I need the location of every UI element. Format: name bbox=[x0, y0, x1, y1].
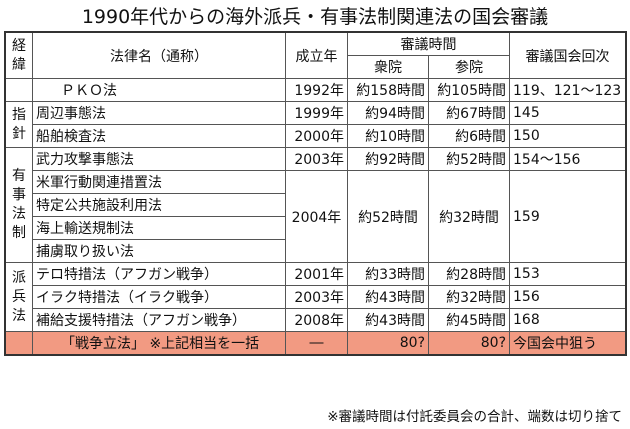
year-cell: 2001年 bbox=[285, 262, 348, 286]
category-guidelines: 指針 bbox=[5, 101, 33, 148]
highlight-row: 「戦争立法」 ※上記相当を一括 ― 80? 80? 今国会中狙う bbox=[5, 331, 626, 355]
upper-house-hours: 80? bbox=[428, 331, 510, 355]
law-name: 船舶検査法 bbox=[32, 124, 286, 148]
lower-house-hours: 約92時間 bbox=[347, 147, 429, 171]
table-row: 船舶検査法 2000年 約10時間 約6時間 150 bbox=[6, 124, 626, 148]
year-cell: 1992年 bbox=[285, 78, 348, 102]
lower-house-hours: 約10時間 bbox=[347, 124, 429, 148]
lower-house-hours: 約33時間 bbox=[347, 262, 429, 286]
lower-house-hours-merged: 約52時間 bbox=[347, 170, 429, 263]
upper-house-hours: 約28時間 bbox=[428, 262, 510, 286]
upper-house-hours-merged: 約32時間 bbox=[428, 170, 510, 263]
lower-house-hours: 80? bbox=[347, 331, 429, 355]
category-blank bbox=[5, 331, 33, 355]
law-name: 米軍行動関連措置法 bbox=[32, 170, 286, 194]
lower-house-hours: 約43時間 bbox=[347, 285, 429, 309]
header-hours: 審議時間 bbox=[347, 32, 510, 56]
table-row: ＰＫＯ法 1992年 約158時間 約105時間 119、121～123 bbox=[5, 78, 626, 102]
table-row: イラク特措法（イラク戦争） 2003年 約43時間 約32時間 156 bbox=[6, 285, 626, 309]
lower-house-hours: 約94時間 bbox=[347, 101, 429, 125]
page-title: 1990年代からの海外派兵・有事法制関連法の国会審議 bbox=[81, 6, 549, 28]
header-row-2: 衆院 参院 bbox=[6, 55, 626, 79]
header-lower-house: 衆院 bbox=[347, 55, 429, 79]
table-row: 米軍行動関連措置法 2004年 約52時間 約32時間 159 bbox=[6, 170, 626, 263]
table-row: 海上輸送規制法 bbox=[6, 216, 626, 240]
law-name: 捕虜取り扱い法 bbox=[32, 239, 286, 263]
sessions-cell: 168 bbox=[509, 308, 626, 332]
sessions-cell-merged: 159 bbox=[509, 170, 626, 263]
footnote: ※審議時間は付託委員会の合計、端数は切り捨て bbox=[327, 409, 622, 425]
year-cell: 2000年 bbox=[285, 124, 348, 148]
header-row-1: 経緯 法律名（通称） 成立年 審議時間 審議国会回次 bbox=[5, 32, 626, 79]
upper-house-hours: 約32時間 bbox=[428, 285, 510, 309]
header-sessions: 審議国会回次 bbox=[509, 32, 626, 79]
table-row: 有事法制 武力攻撃事態法 2003年 約92時間 約52時間 154～156 bbox=[5, 147, 626, 263]
year-cell: 2003年 bbox=[285, 147, 348, 171]
law-name: 特定公共施設利用法 bbox=[32, 193, 286, 217]
table-row: 指針 周辺事態法 1999年 約94時間 約67時間 145 bbox=[5, 101, 626, 148]
year-cell: 2008年 bbox=[285, 308, 348, 332]
header-category: 経緯 bbox=[5, 32, 33, 79]
sessions-cell: 今国会中狙う bbox=[509, 331, 626, 355]
upper-house-hours: 約6時間 bbox=[428, 124, 510, 148]
war-legislation-label: 「戦争立法」 ※上記相当を一括 bbox=[32, 331, 286, 355]
table-row: 派兵法 テロ特措法（アフガン戦争） 2001年 約33時間 約28時間 153 bbox=[5, 262, 626, 332]
header-law-name: 法律名（通称） bbox=[32, 32, 286, 79]
lower-house-hours: 約43時間 bbox=[347, 308, 429, 332]
category-dispatch: 派兵法 bbox=[5, 262, 33, 332]
year-cell: ― bbox=[285, 331, 348, 355]
header-year: 成立年 bbox=[285, 32, 348, 79]
upper-house-hours: 約67時間 bbox=[428, 101, 510, 125]
law-name: 海上輸送規制法 bbox=[32, 216, 286, 240]
sessions-cell: 145 bbox=[509, 101, 626, 125]
upper-house-hours: 約105時間 bbox=[428, 78, 510, 102]
law-name: 補給支援特措法（アフガン戦争） bbox=[32, 308, 286, 332]
sessions-cell: 156 bbox=[509, 285, 626, 309]
year-cell: 1999年 bbox=[285, 101, 348, 125]
upper-house-hours: 約45時間 bbox=[428, 308, 510, 332]
header-upper-house: 参院 bbox=[428, 55, 510, 79]
sessions-cell: 154～156 bbox=[509, 147, 626, 171]
law-name: ＰＫＯ法 bbox=[32, 78, 286, 102]
law-name: 周辺事態法 bbox=[32, 101, 286, 125]
law-name: テロ特措法（アフガン戦争） bbox=[32, 262, 286, 286]
deliberation-table: 経緯 法律名（通称） 成立年 審議時間 審議国会回次 衆院 参院 ＰＫＯ法 19… bbox=[4, 31, 627, 356]
category-emergency: 有事法制 bbox=[5, 147, 33, 263]
sessions-cell: 150 bbox=[509, 124, 626, 148]
year-cell: 2003年 bbox=[285, 285, 348, 309]
sessions-cell: 153 bbox=[509, 262, 626, 286]
law-name: 武力攻撃事態法 bbox=[32, 147, 286, 171]
table-row: 補給支援特措法（アフガン戦争） 2008年 約43時間 約45時間 168 bbox=[6, 308, 626, 332]
lower-house-hours: 約158時間 bbox=[347, 78, 429, 102]
year-cell-merged: 2004年 bbox=[285, 170, 348, 263]
sessions-cell: 119、121～123 bbox=[509, 78, 626, 102]
category-blank bbox=[5, 78, 33, 102]
upper-house-hours: 約52時間 bbox=[428, 147, 510, 171]
law-name: イラク特措法（イラク戦争） bbox=[32, 285, 286, 309]
